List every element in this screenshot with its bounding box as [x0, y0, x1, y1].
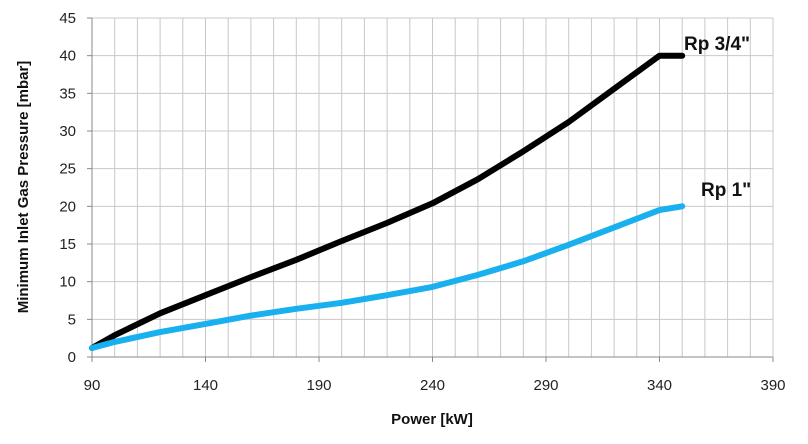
y-axis-title: Minimum Inlet Gas Pressure [mbar]	[15, 61, 32, 314]
y-tick-label: 0	[68, 349, 76, 366]
y-tick-label: 40	[59, 48, 76, 65]
x-tick-label: 90	[84, 377, 101, 394]
series-lines	[89, 52, 686, 351]
series-label-rp-1: Rp 1"	[701, 180, 751, 201]
y-tick-label: 35	[59, 85, 76, 102]
x-tick-label: 290	[533, 377, 558, 394]
y-tick-labels: 0 5 10 15 20 25 30 35 40 45	[59, 10, 92, 366]
y-tick-label: 30	[59, 123, 76, 140]
x-tick-labels: 90 140 190 240 290 340 390	[84, 357, 786, 394]
y-tick-label: 5	[68, 311, 76, 328]
y-tick-label: 10	[59, 274, 76, 291]
y-tick-label: 15	[59, 236, 76, 253]
y-tick-label: 20	[59, 198, 76, 215]
x-tick-label: 140	[193, 377, 218, 394]
series-line-0	[89, 52, 686, 351]
x-tick-label: 190	[306, 377, 331, 394]
x-tick-label: 240	[420, 377, 445, 394]
y-tick-label: 25	[59, 161, 76, 178]
series-line-1	[89, 203, 686, 351]
series-label-rp-3-4: Rp 3/4"	[684, 34, 750, 55]
x-tick-label: 390	[760, 377, 785, 394]
y-tick-label: 45	[59, 10, 76, 27]
x-axis-title: Power [kW]	[391, 411, 473, 428]
x-tick-label: 340	[647, 377, 672, 394]
